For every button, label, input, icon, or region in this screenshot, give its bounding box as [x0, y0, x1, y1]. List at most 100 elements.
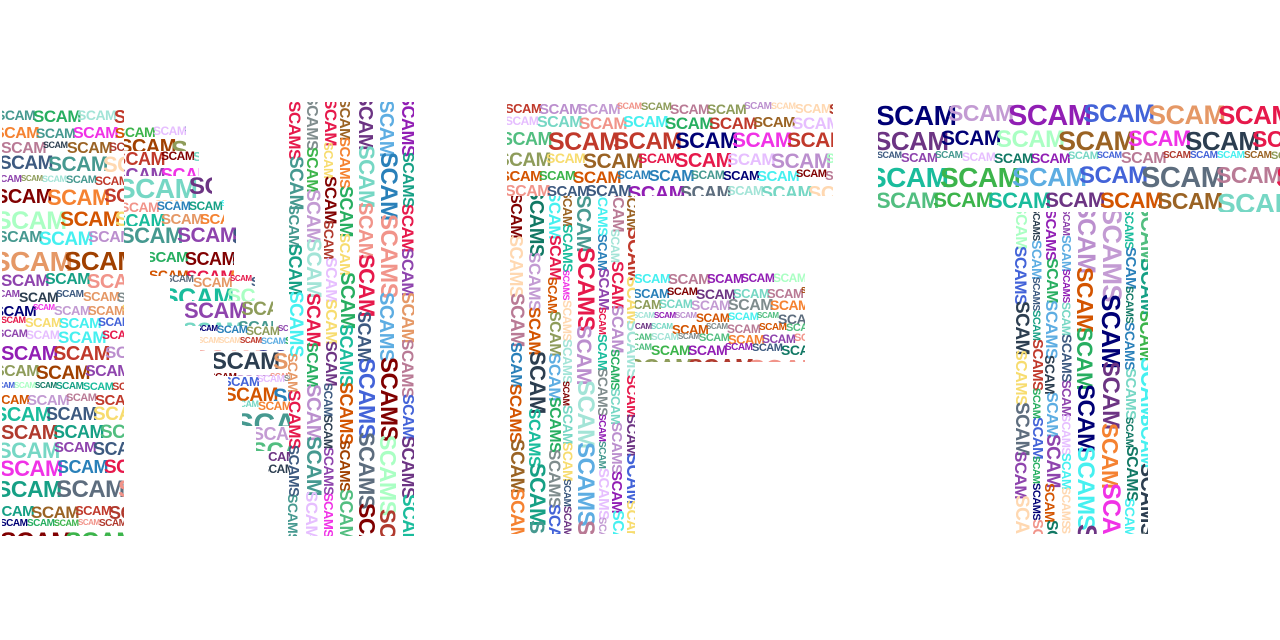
- scam-word: SCAM: [375, 152, 402, 221]
- letter-f-stem: SCAM SCAMS SCAM SCAM SCAMS SCAM SCAM SCAMS SCAMS…: [507, 196, 635, 534]
- scam-word: SCAM: [728, 297, 774, 314]
- scam-word: SCAM: [2, 246, 73, 277]
- scam-word: SCAM: [2, 108, 36, 123]
- scam-word: SCAM: [2, 381, 15, 390]
- scam-word: SCAM: [42, 174, 67, 184]
- scam-word: SCAM: [665, 114, 714, 133]
- scam-word: SCAM: [759, 322, 787, 333]
- scam-word: SCAM: [795, 102, 832, 116]
- scam-word: SCAM: [118, 478, 124, 502]
- scam-word: SCAM: [27, 518, 55, 529]
- scam-word: SCAM: [242, 400, 259, 409]
- scam-word: SCAM: [635, 322, 652, 331]
- scam-word: SCAM: [1136, 357, 1148, 420]
- scam-word: SCAM: [273, 350, 290, 374]
- scam-word: SCAM: [230, 275, 252, 283]
- scam-word: SCAM: [635, 272, 671, 286]
- scam-word: SCAM: [623, 114, 669, 131]
- scam-word: SCAMS: [1072, 446, 1099, 531]
- scam-word: SCAM: [771, 150, 831, 173]
- scam-word: SCAM: [878, 126, 949, 156]
- scam-word: SCAM: [124, 150, 166, 169]
- scam-word: SCAM: [2, 530, 72, 537]
- scam-word: SCAMS: [1012, 350, 1029, 406]
- scam-word: SCAM: [941, 127, 1001, 150]
- scam-word: SCAM: [1030, 456, 1041, 484]
- scam-word: SCAM: [1097, 423, 1123, 489]
- scam-word: SCAM: [256, 425, 290, 444]
- scam-word: SCAM: [83, 289, 120, 304]
- scam-word: SCAM: [659, 297, 693, 311]
- scam-word: SCAM: [635, 356, 694, 363]
- scam-word: SCAMS: [572, 247, 599, 332]
- letter-n-right-stem: SCAMS SCAM SCAM SCAM SCAMS SCAM SCAMS SCAMS SCAM…: [286, 102, 414, 536]
- scam-word: SCAM: [65, 530, 124, 537]
- scam-word: SCAMS: [1097, 212, 1127, 303]
- scam-word: SCAM: [102, 328, 124, 342]
- scam-word: SCAM: [2, 343, 58, 365]
- scam-word: SCAM: [2, 271, 50, 290]
- scam-word: SCAM: [2, 174, 22, 185]
- scam-word: SCAM: [124, 249, 186, 252]
- scam-word: SCAM: [608, 471, 625, 514]
- scam-word: SCAM: [1072, 327, 1097, 390]
- scam-word: SCAM: [67, 140, 113, 157]
- scam-word: SCAMS: [525, 408, 544, 467]
- scam-word: SCAM: [2, 456, 63, 481]
- scam-word: SCAM: [988, 188, 1051, 212]
- scam-word: SCAM: [214, 373, 237, 377]
- scam-word: SCAM: [623, 414, 635, 457]
- scam-word: SCAM: [115, 208, 124, 231]
- scam-word: SCAMS: [1012, 246, 1030, 305]
- scam-word: SCAMS: [507, 235, 526, 298]
- scam-word: SCAM: [539, 102, 582, 118]
- scam-word: SCAM: [825, 168, 833, 183]
- scam-word: SCAM: [232, 250, 234, 268]
- scam-word: SCAM: [651, 342, 691, 358]
- scam-word: SCAM: [1123, 417, 1135, 448]
- scam-word: SCAMS: [1059, 487, 1073, 528]
- scam-word: SCAM: [87, 271, 124, 293]
- scam-word: SCAM: [53, 422, 105, 442]
- scam-word: SCAM: [654, 311, 676, 320]
- scam-word: SCAMS: [623, 500, 635, 534]
- scam-word: SCAMS: [608, 422, 625, 474]
- scam-word: SCAM: [354, 145, 379, 208]
- scam-word: SCAM: [623, 375, 635, 418]
- scam-word: SCAM: [678, 332, 700, 341]
- scam-word: SCAM: [699, 332, 730, 344]
- scam-word: SCAM: [572, 325, 595, 385]
- scam-word: SCAM: [115, 125, 124, 142]
- scam-word: SCAM: [77, 108, 117, 123]
- scam-word: SCAM: [748, 356, 805, 362]
- scam-word: SCAM: [525, 307, 544, 356]
- scam-word: SCAM: [302, 384, 324, 441]
- scam-word: SCAM: [727, 183, 764, 196]
- scam-word: SCAM: [85, 363, 124, 380]
- scam-word: SCAM: [796, 168, 827, 180]
- letter-n-diagonal: SCAMSCAMSCAMSCAMSCAMSCAMSCAMSCAMSCAMSCAM…: [200, 325, 288, 351]
- scam-word: SCAM: [109, 503, 124, 523]
- scam-word: SCAM: [935, 150, 963, 161]
- scam-word: SCAM: [124, 175, 198, 201]
- scam-word: SCAM: [117, 289, 124, 305]
- scam-word: SCAM: [727, 150, 776, 169]
- scam-word: SCAM: [354, 202, 376, 259]
- scam-word: SCAM: [189, 175, 212, 200]
- scam-word: SCAM: [189, 200, 223, 213]
- scam-word: SCAM: [608, 388, 623, 425]
- scam-word: SCAM: [546, 150, 586, 166]
- scam-word: SCAM: [236, 373, 273, 376]
- scam-word: SCAM: [124, 200, 160, 215]
- scam-word: SCAM: [635, 286, 670, 301]
- scam-word: SCAM: [33, 108, 82, 126]
- scam-word: SCAM: [336, 233, 353, 276]
- scam-word: SCAM: [586, 183, 632, 197]
- scam-word: SCAM: [2, 125, 40, 142]
- scam-word: SCAM: [1100, 188, 1163, 212]
- scam-word: SCAM: [1030, 310, 1042, 341]
- scam-word: SCAM: [124, 165, 166, 176]
- scam-word: SCAM: [771, 102, 796, 111]
- scam-word: SCAM: [675, 128, 738, 153]
